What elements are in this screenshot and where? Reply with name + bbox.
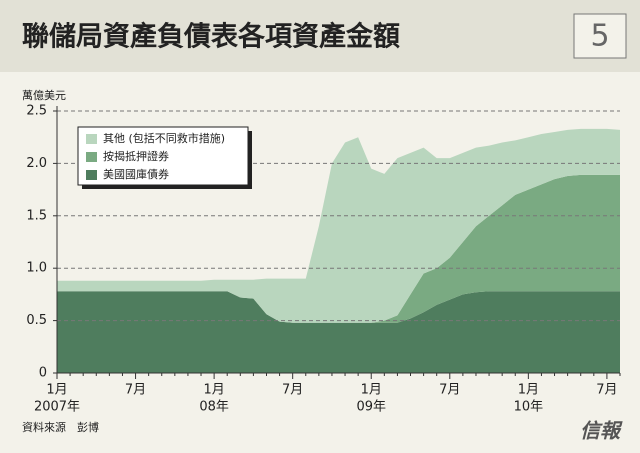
legend-swatch: [86, 134, 97, 144]
legend-label: 按揭抵押證券: [103, 149, 169, 163]
y-tick-label: 1.0: [26, 261, 47, 276]
x-tick-label: 7月: [282, 383, 303, 398]
y-tick-label: 2.5: [26, 104, 47, 119]
badge-box: [573, 13, 627, 59]
y-tick-label: 0: [39, 366, 47, 381]
logo: 信報: [580, 419, 623, 443]
x-year-label: 2007年: [34, 400, 80, 415]
x-tick-label: 1月: [361, 383, 382, 398]
x-tick-label: 7月: [596, 383, 617, 398]
x-tick-label: 1月: [203, 383, 224, 398]
legend-swatch: [86, 170, 97, 180]
source: 資料來源 彭博: [22, 420, 99, 434]
y-tick-label: 0.5: [26, 313, 47, 328]
y-tick-label: 2.0: [26, 156, 47, 171]
x-tick-label: 7月: [125, 383, 146, 398]
x-tick-label: 1月: [46, 383, 67, 398]
x-year-label: 09年: [356, 400, 386, 415]
y-tick-label: 1.5: [26, 208, 47, 223]
x-tick-label: 7月: [439, 383, 460, 398]
legend-swatch: [86, 152, 97, 162]
area: [57, 128, 620, 323]
y-axis-label: 萬億美元: [22, 89, 66, 102]
area: [57, 291, 620, 373]
legend-label: 美國國庫債券: [103, 167, 169, 181]
x-tick-label: 1月: [518, 383, 539, 398]
legend-box: [77, 126, 249, 186]
area: [57, 174, 620, 323]
legend-label: 其他 (包括不同救市措施): [103, 131, 225, 145]
header-band: [0, 0, 640, 72]
page-title: 聯儲局資產負債表各項資產金額: [22, 21, 400, 53]
x-year-label: 10年: [514, 400, 544, 415]
x-year-label: 08年: [199, 400, 229, 415]
badge: 5: [590, 19, 609, 54]
